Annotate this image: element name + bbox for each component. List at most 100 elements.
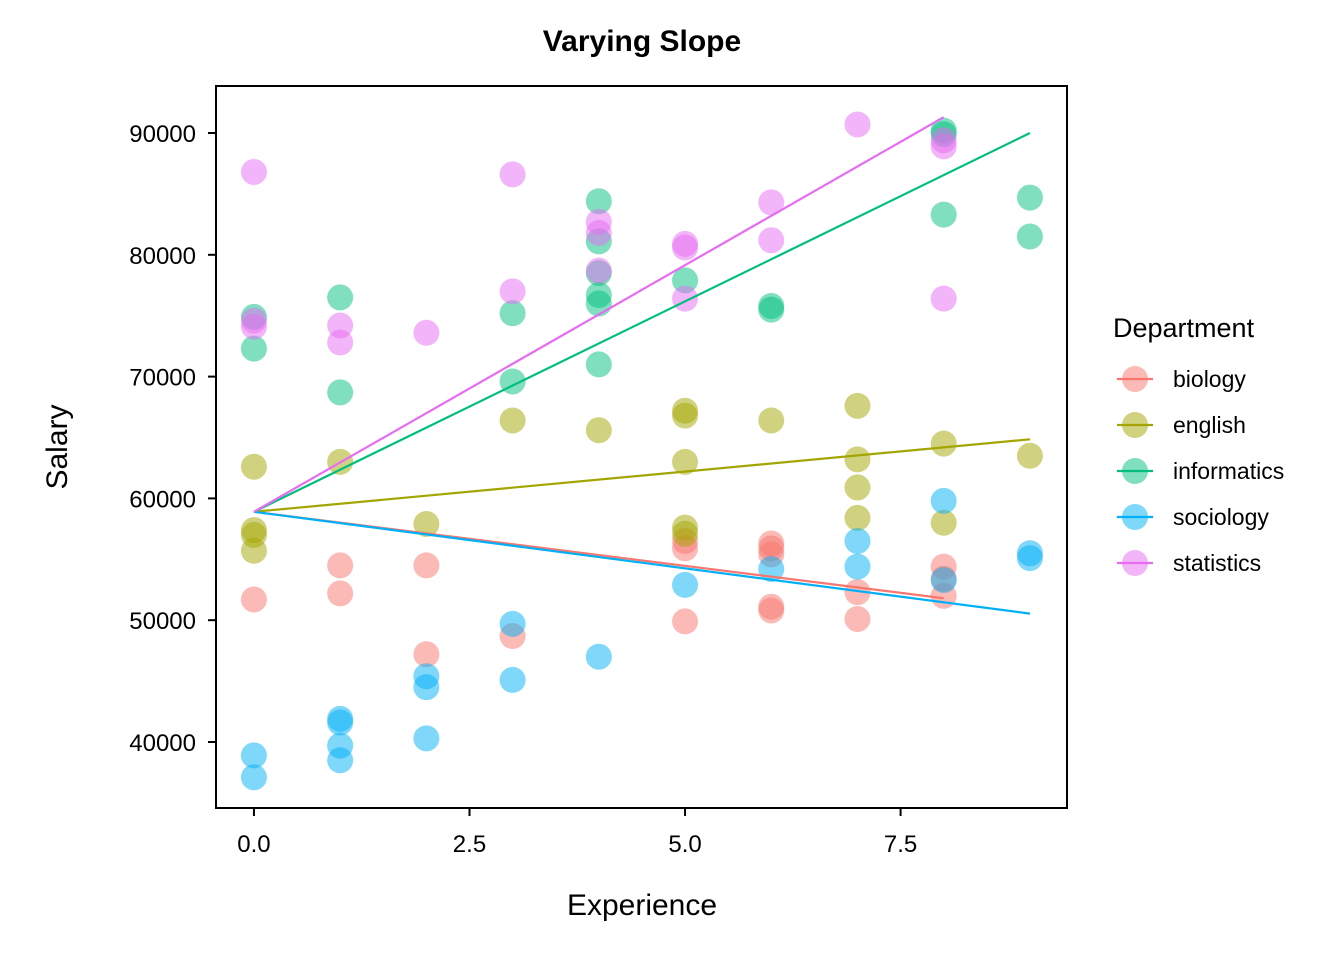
data-point-english	[758, 407, 785, 434]
data-point-statistics	[499, 278, 526, 305]
data-point-english	[240, 537, 267, 564]
data-point-statistics	[240, 158, 267, 185]
data-point-biology	[327, 552, 354, 579]
data-point-sociology	[413, 725, 440, 752]
data-point-english	[672, 402, 699, 429]
data-point-statistics	[240, 313, 267, 340]
data-point-sociology	[499, 610, 526, 637]
data-point-english	[672, 448, 699, 475]
data-point-informatics	[327, 284, 354, 311]
data-point-informatics	[672, 267, 699, 294]
data-point-english	[240, 453, 267, 480]
y-axis: 40000 50000 60000 70000 80000 90000	[129, 121, 216, 757]
data-point-english	[844, 392, 871, 419]
fit-line-sociology	[253, 510, 1031, 615]
data-point-english	[672, 520, 699, 547]
data-point-sociology	[585, 643, 612, 670]
fit-line-english	[253, 438, 1031, 513]
data-point-english	[844, 474, 871, 501]
data-point-biology	[844, 605, 871, 632]
y-tick-label: 80000	[129, 243, 196, 270]
data-point-statistics	[585, 257, 612, 284]
legend: Department biology english informatics soci…	[1113, 313, 1284, 576]
data-point-sociology	[327, 747, 354, 774]
data-point-sociology	[844, 553, 871, 580]
data-point-sociology	[930, 567, 957, 593]
data-point-english	[844, 446, 871, 473]
data-point-english	[585, 417, 612, 444]
data-point-sociology	[672, 571, 699, 598]
data-point-biology	[240, 586, 267, 613]
y-tick-label: 70000	[129, 365, 196, 392]
lines-layer	[253, 116, 1031, 615]
data-point-informatics	[585, 290, 612, 317]
points-layer	[240, 111, 1043, 791]
y-axis-title: Salary	[41, 404, 74, 489]
data-point-biology	[672, 608, 699, 635]
data-point-sociology	[240, 742, 267, 769]
data-point-biology	[413, 552, 440, 579]
data-point-sociology	[327, 709, 354, 736]
data-point-english	[844, 504, 871, 531]
data-point-biology	[413, 641, 440, 668]
data-point-statistics	[672, 285, 699, 312]
data-point-informatics	[499, 300, 526, 327]
data-point-informatics	[585, 188, 612, 215]
data-point-english	[930, 430, 957, 457]
x-axis-title: Experience	[567, 889, 717, 922]
y-tick-label: 40000	[129, 730, 196, 757]
data-point-statistics	[930, 285, 957, 312]
data-point-statistics	[758, 227, 785, 254]
y-tick-label: 60000	[129, 486, 196, 513]
data-point-statistics	[585, 219, 612, 246]
data-point-biology	[327, 580, 354, 607]
data-point-informatics	[1016, 223, 1043, 250]
legend-label: english	[1173, 412, 1246, 438]
fit-line-informatics	[253, 132, 1031, 513]
data-point-sociology	[1016, 545, 1043, 572]
data-point-statistics	[930, 133, 957, 160]
x-tick-label: 5.0	[668, 831, 701, 858]
legend-item-english: english	[1117, 412, 1246, 438]
legend-item-statistics: statistics	[1117, 550, 1261, 576]
legend-item-sociology: sociology	[1117, 504, 1269, 530]
data-point-informatics	[758, 296, 785, 323]
legend-item-biology: biology	[1117, 366, 1246, 392]
data-point-statistics	[844, 111, 871, 138]
data-point-statistics	[672, 234, 699, 261]
fit-line-statistics	[253, 116, 945, 513]
data-point-informatics	[585, 351, 612, 378]
data-point-sociology	[413, 674, 440, 701]
data-point-english	[499, 407, 526, 434]
data-point-informatics	[1016, 184, 1043, 211]
x-tick-label: 0.0	[237, 831, 270, 858]
data-point-statistics	[327, 329, 354, 356]
data-point-sociology	[499, 666, 526, 693]
legend-label: informatics	[1173, 458, 1284, 484]
data-point-informatics	[930, 201, 957, 228]
data-point-english	[1016, 442, 1043, 469]
y-tick-label: 90000	[129, 121, 196, 148]
legend-title: Department	[1113, 313, 1255, 343]
data-point-informatics	[240, 335, 267, 362]
data-point-informatics	[327, 379, 354, 406]
data-point-sociology	[240, 764, 267, 791]
legend-item-informatics: informatics	[1117, 458, 1284, 484]
legend-label: sociology	[1173, 504, 1269, 530]
legend-label: biology	[1173, 366, 1246, 392]
data-point-english	[413, 510, 440, 537]
data-point-sociology	[930, 487, 957, 514]
chart-title: Varying Slope	[543, 25, 741, 58]
data-point-sociology	[844, 528, 871, 555]
x-tick-label: 2.5	[453, 831, 486, 858]
data-point-statistics	[413, 319, 440, 346]
plot-panel-border	[215, 85, 1068, 809]
x-tick-label: 7.5	[884, 831, 917, 858]
data-point-biology	[758, 597, 785, 624]
x-axis: 0.0 2.5 5.0 7.5	[237, 808, 917, 858]
legend-label: statistics	[1173, 550, 1261, 576]
data-point-english	[930, 509, 957, 536]
data-point-statistics	[499, 161, 526, 188]
y-tick-label: 50000	[129, 608, 196, 635]
